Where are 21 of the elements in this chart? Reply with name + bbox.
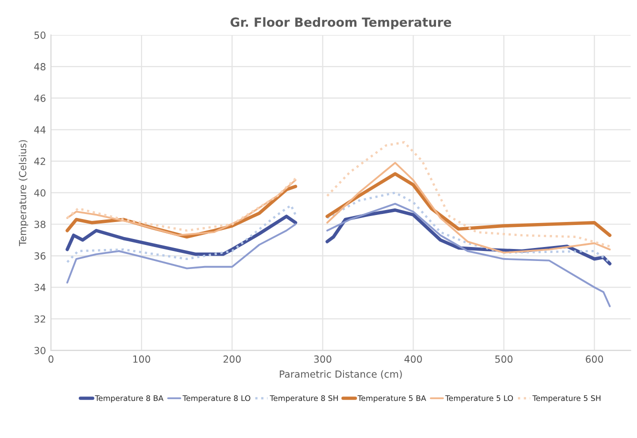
y-tick-label: 38	[34, 220, 46, 228]
x-tick-label: 0	[48, 355, 54, 363]
y-tick-label: 34	[34, 284, 46, 292]
chart-title: Gr. Floor Bedroom Temperature	[230, 17, 452, 30]
x-tick-label: 200	[224, 355, 241, 363]
y-tick-label: 40	[34, 189, 46, 197]
y-tick-label: 48	[34, 63, 46, 70]
y-tick-label: 32	[34, 315, 46, 323]
x-tick-label: 100	[133, 355, 150, 363]
x-tick-label: 600	[586, 355, 604, 363]
x-tick-label: 500	[495, 355, 512, 363]
y-tick-label: 46	[34, 94, 46, 102]
y-tick-label: 44	[34, 126, 46, 134]
x-tick-label: 300	[314, 355, 332, 363]
x-tick-label: 400	[404, 355, 422, 363]
y-tick-label: 30	[34, 346, 46, 354]
y-tick-label: 42	[34, 158, 46, 165]
y-tick-label: 50	[34, 32, 46, 39]
y-tick-label: 36	[34, 252, 46, 260]
y-axis-title: Temperature (Celsius)	[18, 140, 28, 246]
x-axis-title: Parametric Distance (cm)	[280, 370, 402, 379]
